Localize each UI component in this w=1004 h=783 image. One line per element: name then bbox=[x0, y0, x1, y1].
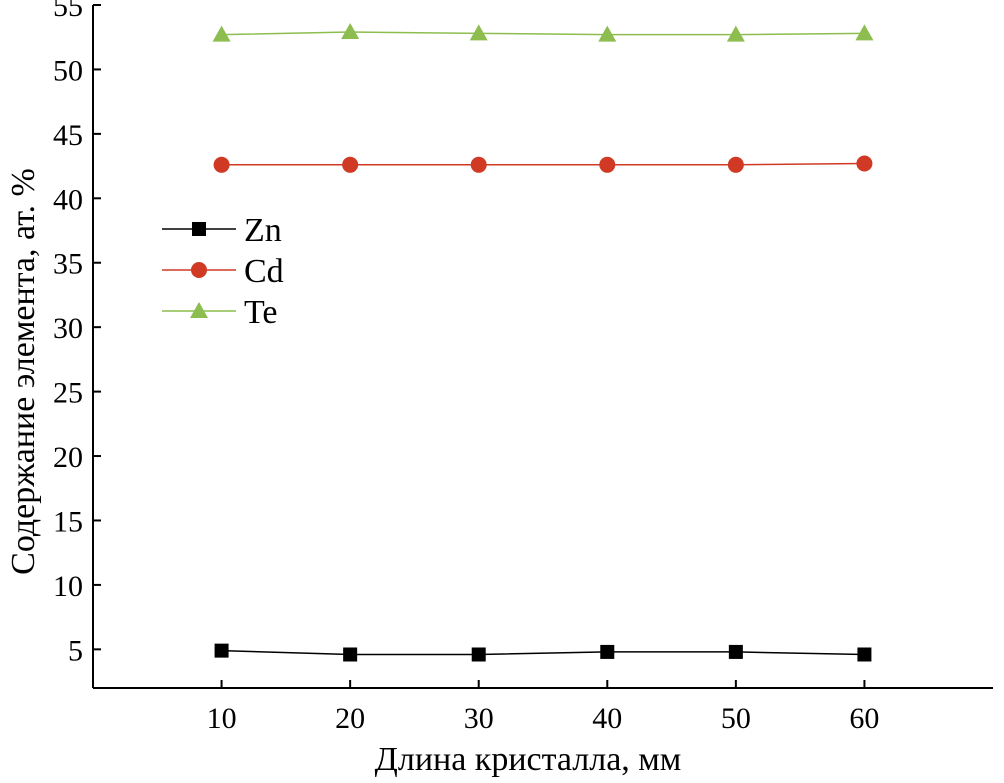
data-point-cd bbox=[856, 155, 873, 172]
data-point-zn bbox=[214, 643, 229, 658]
data-point-cd bbox=[599, 156, 616, 173]
y-tick-label: 55 bbox=[53, 0, 83, 23]
y-tick-label: 10 bbox=[53, 570, 83, 603]
series-cd bbox=[213, 155, 873, 173]
series-line-cd bbox=[221, 162, 865, 166]
x-tick-label: 50 bbox=[721, 702, 751, 735]
y-tick-label: 40 bbox=[53, 183, 83, 216]
y-tick-label: 30 bbox=[53, 312, 83, 345]
data-point-cd bbox=[470, 156, 487, 173]
legend-marker-zn bbox=[192, 222, 206, 236]
data-point-zn bbox=[343, 647, 358, 662]
series-zn bbox=[214, 643, 872, 662]
x-tick-label: 20 bbox=[335, 702, 365, 735]
legend-label-te: Te bbox=[244, 294, 278, 331]
series-te bbox=[212, 23, 874, 42]
x-axis-label: Длина кристалла, мм bbox=[375, 741, 682, 778]
data-point-te bbox=[598, 25, 617, 42]
x-tick-label: 40 bbox=[592, 702, 622, 735]
data-point-cd bbox=[727, 156, 744, 173]
legend-marker-te bbox=[190, 302, 208, 318]
legend-item-te: Te bbox=[162, 294, 278, 331]
data-point-zn bbox=[728, 644, 743, 659]
legend-label-cd: Cd bbox=[244, 253, 284, 290]
data-point-zn bbox=[471, 647, 486, 662]
y-tick-label: 35 bbox=[53, 248, 83, 281]
y-tick-label: 20 bbox=[53, 441, 83, 474]
y-tick-label: 25 bbox=[53, 377, 83, 410]
y-tick-label: 5 bbox=[68, 634, 83, 667]
axes: 5 10 15 20 25 30 35 40 45 50 55 10 20 30 40 50 60 bbox=[53, 0, 993, 735]
x-tick-label: 60 bbox=[849, 702, 879, 735]
data-point-te bbox=[469, 24, 488, 41]
data-point-te bbox=[726, 25, 745, 42]
legend-item-zn: Zn bbox=[162, 212, 282, 249]
series-layer bbox=[212, 23, 874, 662]
data-point-te bbox=[855, 24, 874, 41]
x-tick-label: 10 bbox=[207, 702, 237, 735]
x-tick-label: 30 bbox=[464, 702, 494, 735]
legend-marker-cd bbox=[191, 262, 207, 278]
legend: Zn Cd Te bbox=[162, 212, 284, 331]
legend-item-cd: Cd bbox=[162, 253, 284, 290]
y-tick-label: 50 bbox=[53, 54, 83, 87]
y-tick-label: 45 bbox=[53, 119, 83, 152]
legend-label-zn: Zn bbox=[244, 212, 282, 249]
y-tick-label: 15 bbox=[53, 505, 83, 538]
data-point-cd bbox=[342, 156, 359, 173]
y-axis-label: Содержание элемента, ат. % bbox=[5, 168, 42, 575]
data-point-te bbox=[341, 23, 360, 40]
data-point-zn bbox=[600, 644, 615, 659]
data-point-cd bbox=[213, 156, 230, 173]
data-point-te bbox=[212, 25, 231, 42]
data-point-zn bbox=[857, 647, 872, 662]
series-line-zn bbox=[221, 649, 865, 656]
series-line-te bbox=[221, 31, 865, 36]
